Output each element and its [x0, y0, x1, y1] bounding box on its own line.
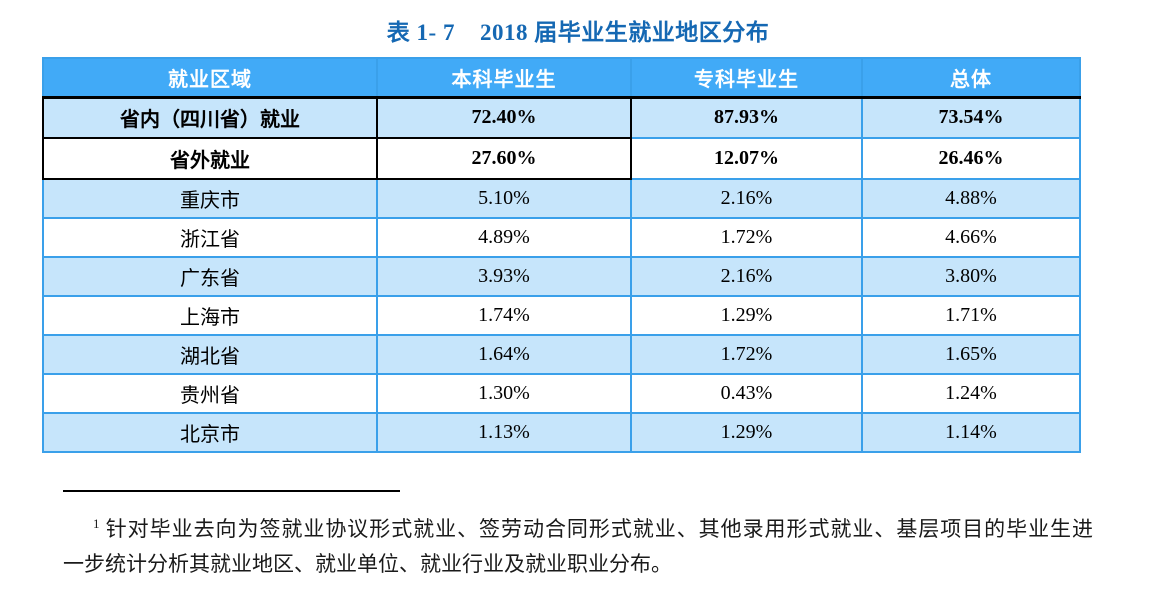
cell-region: 湖北省: [42, 334, 378, 375]
cell-college: 1.29%: [630, 412, 863, 453]
table-row: 北京市 1.13% 1.29% 1.14%: [42, 412, 1081, 453]
cell-region: 省内（四川省）就业: [42, 95, 378, 139]
table-row: 重庆市 5.10% 2.16% 4.88%: [42, 178, 1081, 219]
cell-total: 3.80%: [861, 256, 1081, 297]
cell-total: 1.24%: [861, 373, 1081, 414]
table-row: 省内（四川省）就业 72.40% 87.93% 73.54%: [42, 95, 1081, 139]
footnote-text: 1 针对毕业去向为签就业协议形式就业、签劳动合同形式就业、其他录用形式就业、基层…: [63, 512, 1093, 582]
cell-undergrad: 72.40%: [376, 95, 632, 139]
page-title: 表 1- 7 2018 届毕业生就业地区分布: [386, 20, 770, 45]
cell-college: 1.29%: [630, 295, 863, 336]
employment-region-table: 就业区域 本科毕业生 专科毕业生 总体 省内（四川省）就业 72.40% 87.…: [42, 57, 1081, 453]
cell-total: 73.54%: [861, 95, 1081, 139]
cell-college: 12.07%: [630, 137, 863, 180]
header-cell-undergrad: 本科毕业生: [376, 57, 632, 98]
footnote-marker: 1: [93, 516, 100, 531]
cell-region: 上海市: [42, 295, 378, 336]
cell-total: 1.71%: [861, 295, 1081, 336]
cell-undergrad: 1.74%: [376, 295, 632, 336]
table-row: 贵州省 1.30% 0.43% 1.24%: [42, 373, 1081, 414]
cell-total: 4.66%: [861, 217, 1081, 258]
cell-undergrad: 1.13%: [376, 412, 632, 453]
table-header-row: 就业区域 本科毕业生 专科毕业生 总体: [42, 57, 1081, 98]
cell-college: 1.72%: [630, 217, 863, 258]
cell-undergrad: 1.64%: [376, 334, 632, 375]
footnote-line-1-text: 针对毕业去向为签就业协议形式就业、签劳动合同形式就业、其他录用形式就业、基层项目…: [105, 517, 1094, 541]
cell-region: 北京市: [42, 412, 378, 453]
cell-college: 0.43%: [630, 373, 863, 414]
cell-undergrad: 1.30%: [376, 373, 632, 414]
cell-region: 省外就业: [42, 137, 378, 180]
table-row: 湖北省 1.64% 1.72% 1.65%: [42, 334, 1081, 375]
header-cell-region: 就业区域: [42, 57, 378, 98]
table-row: 上海市 1.74% 1.29% 1.71%: [42, 295, 1081, 336]
footnote-separator-rule: [63, 490, 400, 492]
cell-total: 1.14%: [861, 412, 1081, 453]
cell-region: 浙江省: [42, 217, 378, 258]
cell-undergrad: 4.89%: [376, 217, 632, 258]
cell-region: 广东省: [42, 256, 378, 297]
footnote-line-2: 一步统计分析其就业地区、就业单位、就业行业及就业职业分布。: [63, 552, 672, 576]
table-row: 浙江省 4.89% 1.72% 4.66%: [42, 217, 1081, 258]
table-row: 省外就业 27.60% 12.07% 26.46%: [42, 137, 1081, 180]
cell-total: 1.65%: [861, 334, 1081, 375]
cell-college: 2.16%: [630, 178, 863, 219]
cell-total: 4.88%: [861, 178, 1081, 219]
cell-region: 重庆市: [42, 178, 378, 219]
cell-undergrad: 27.60%: [376, 137, 632, 180]
footnote-line-1: 1 针对毕业去向为签就业协议形式就业、签劳动合同形式就业、其他录用形式就业、基层…: [63, 512, 1093, 547]
header-cell-total: 总体: [861, 57, 1081, 98]
cell-undergrad: 5.10%: [376, 178, 632, 219]
cell-undergrad: 3.93%: [376, 256, 632, 297]
cell-region: 贵州省: [42, 373, 378, 414]
table-row: 广东省 3.93% 2.16% 3.80%: [42, 256, 1081, 297]
cell-college: 2.16%: [630, 256, 863, 297]
header-cell-college: 专科毕业生: [630, 57, 863, 98]
cell-college: 1.72%: [630, 334, 863, 375]
cell-total: 26.46%: [861, 137, 1081, 180]
cell-college: 87.93%: [630, 95, 863, 139]
